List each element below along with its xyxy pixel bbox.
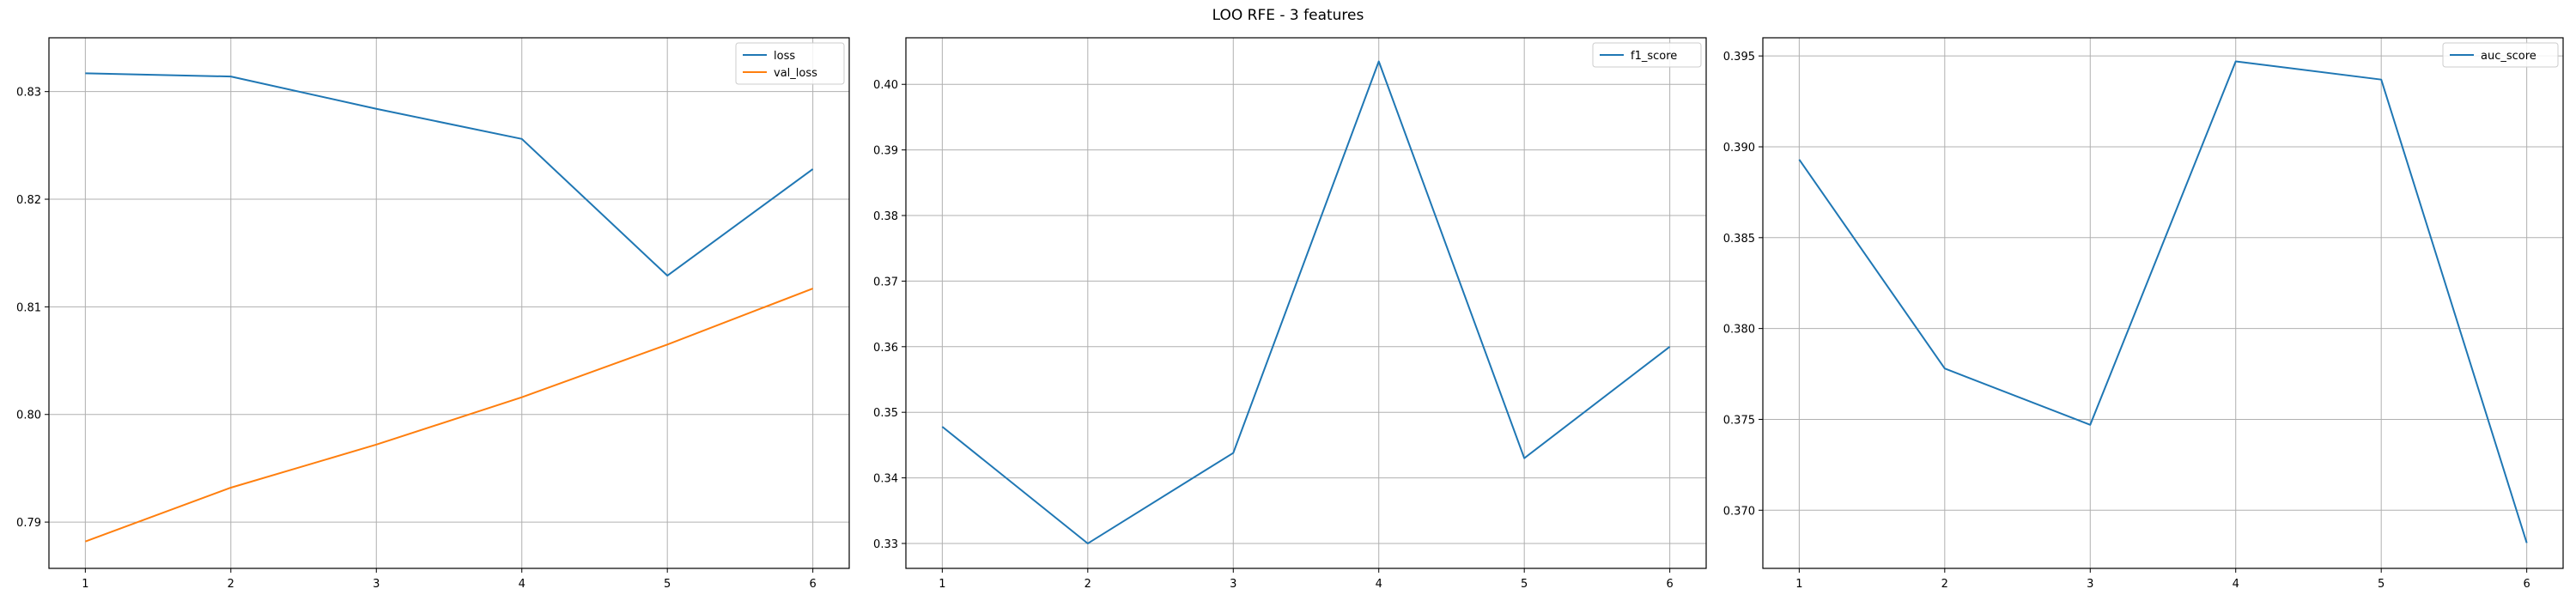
y-tick-label: 0.395 (1723, 51, 1755, 64)
series-line-f1_score (941, 60, 1671, 544)
x-tick-label: 2 (1941, 578, 1948, 591)
y-tick-label: 0.33 (873, 538, 898, 551)
y-tick-label: 0.380 (1723, 324, 1755, 337)
y-tick-label: 0.82 (16, 194, 41, 207)
axes-frame (48, 37, 850, 569)
y-tick-label: 0.34 (873, 473, 898, 486)
x-tick-label: 2 (1084, 578, 1091, 591)
y-tick-label: 0.385 (1723, 233, 1755, 246)
y-tick-label: 0.38 (873, 210, 898, 223)
x-tick-label: 3 (373, 578, 380, 591)
x-tick-label: 5 (2378, 578, 2385, 591)
y-tick-label: 0.80 (16, 410, 41, 422)
y-tick-label: 0.40 (873, 79, 898, 92)
x-tick-label: 3 (2087, 578, 2093, 591)
y-tick-label: 0.79 (16, 517, 41, 530)
series-line-val_loss (85, 288, 813, 543)
x-tick-label: 1 (1795, 578, 1802, 591)
legend-label-val_loss: val_loss (774, 67, 817, 80)
subplot-2: 1 2 3 4 5 6 0.33 0.34 0.35 0.36 0.37 0.38 0.39 0.40 f1… (873, 37, 1707, 591)
subplot-3: 1 2 3 4 5 6 0.370 0.375 0.380 0.385 0.390 0.395 auc_… (1723, 37, 2564, 591)
x-tick-label: 4 (2233, 578, 2239, 591)
y-tick-label: 0.37 (873, 276, 898, 288)
y-tick-label: 0.39 (873, 145, 898, 158)
x-tick-label: 4 (1376, 578, 1382, 591)
x-tick-label: 5 (664, 578, 671, 591)
legend-box (735, 42, 845, 85)
x-tick-label: 6 (809, 578, 816, 591)
y-tick-label: 0.375 (1723, 414, 1755, 427)
legend-box (2442, 42, 2559, 68)
y-tick-label: 0.83 (16, 87, 41, 100)
series-line-auc_score (1798, 60, 2528, 543)
series-line-loss (85, 72, 814, 277)
legend: loss val_loss (735, 42, 845, 85)
legend: f1_score (1592, 42, 1702, 68)
legend: auc_score (2442, 42, 2559, 68)
x-tick-label: 2 (228, 578, 234, 591)
figure-title: LOO RFE - 3 features (1212, 7, 1364, 24)
y-tick-label: 0.390 (1723, 142, 1755, 155)
y-tick-label: 0.36 (873, 342, 898, 355)
legend-box (1592, 42, 1702, 68)
y-tick-label: 0.81 (16, 301, 41, 314)
x-tick-label: 6 (1666, 578, 1673, 591)
legend-label-auc_score: auc_score (2481, 50, 2537, 63)
x-tick-label: 4 (519, 578, 526, 591)
axes-frame (1762, 37, 2564, 569)
x-tick-label: 6 (2523, 578, 2530, 591)
axes-frame (905, 37, 1707, 569)
y-tick-label: 0.35 (873, 407, 898, 420)
y-tick-label: 0.370 (1723, 505, 1755, 518)
x-tick-label: 1 (939, 578, 945, 591)
subplot-1: 1 2 3 4 5 6 0.79 0.80 0.81 0.82 0.83 loss val_loss (16, 37, 850, 591)
x-tick-label: 3 (1230, 578, 1236, 591)
legend-label-loss: loss (774, 50, 795, 63)
x-tick-label: 1 (82, 578, 88, 591)
x-tick-label: 5 (1521, 578, 1528, 591)
legend-label-f1_score: f1_score (1631, 50, 1677, 63)
